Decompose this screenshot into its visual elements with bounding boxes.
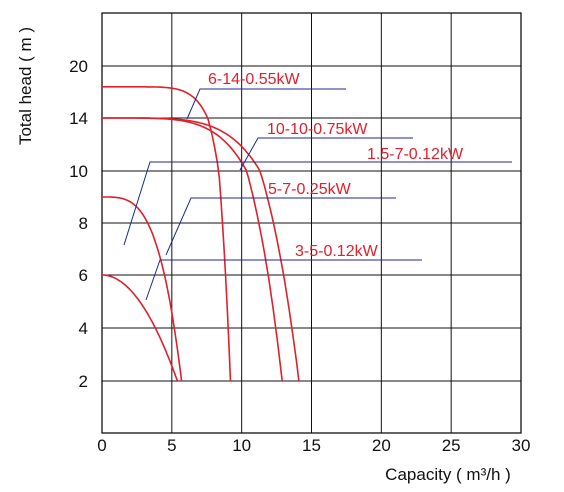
leader-line xyxy=(165,197,396,256)
y-axis-label: Total head ( m ) xyxy=(16,27,35,145)
leader-line xyxy=(186,88,346,120)
curve-label: 5-7-0.25kW xyxy=(268,181,352,198)
curve-label: 1.5-7-0.12kW xyxy=(367,146,464,163)
leader-line xyxy=(123,161,512,246)
x-tick-label: 25 xyxy=(442,436,461,455)
x-tick-label: 5 xyxy=(167,436,176,455)
curve-label: 10-10-0.75kW xyxy=(267,121,368,138)
pump-curves xyxy=(102,86,300,382)
y-axis-ticks: 2 4 6 8 10 14 20 xyxy=(69,57,88,391)
leader-line xyxy=(145,259,422,301)
y-tick-label: 14 xyxy=(69,109,88,128)
plot-area xyxy=(101,12,522,434)
y-tick-label: 4 xyxy=(79,319,88,338)
x-axis-ticks: 0 5 10 15 20 25 30 xyxy=(97,436,530,455)
y-tick-label: 10 xyxy=(69,162,88,181)
pump-curve xyxy=(102,86,232,382)
pump-curve xyxy=(102,274,179,382)
y-tick-label: 20 xyxy=(69,57,88,76)
x-tick-label: 15 xyxy=(302,436,321,455)
y-tick-label: 2 xyxy=(79,372,88,391)
label-leader-lines xyxy=(123,88,512,301)
x-tick-label: 10 xyxy=(232,436,251,455)
curve-label: 3-5-0.12kW xyxy=(295,243,379,260)
pump-curve xyxy=(102,196,183,382)
x-tick-label: 30 xyxy=(512,436,531,455)
pump-curve xyxy=(102,117,300,382)
y-tick-label: 6 xyxy=(79,266,88,285)
y-tick-label: 8 xyxy=(79,214,88,233)
grid-lines xyxy=(102,13,521,433)
leader-line xyxy=(239,137,413,171)
pump-curve xyxy=(102,117,283,382)
x-axis-label: Capacity ( m³/h ) xyxy=(385,465,511,484)
curve-label: 6-14-0.55kW xyxy=(208,71,300,88)
x-tick-label: 0 xyxy=(97,436,106,455)
curve-labels: 6-14-0.55kW 10-10-0.75kW 1.5-7-0.12kW 5-7-0… xyxy=(208,71,464,260)
x-tick-label: 20 xyxy=(372,436,391,455)
